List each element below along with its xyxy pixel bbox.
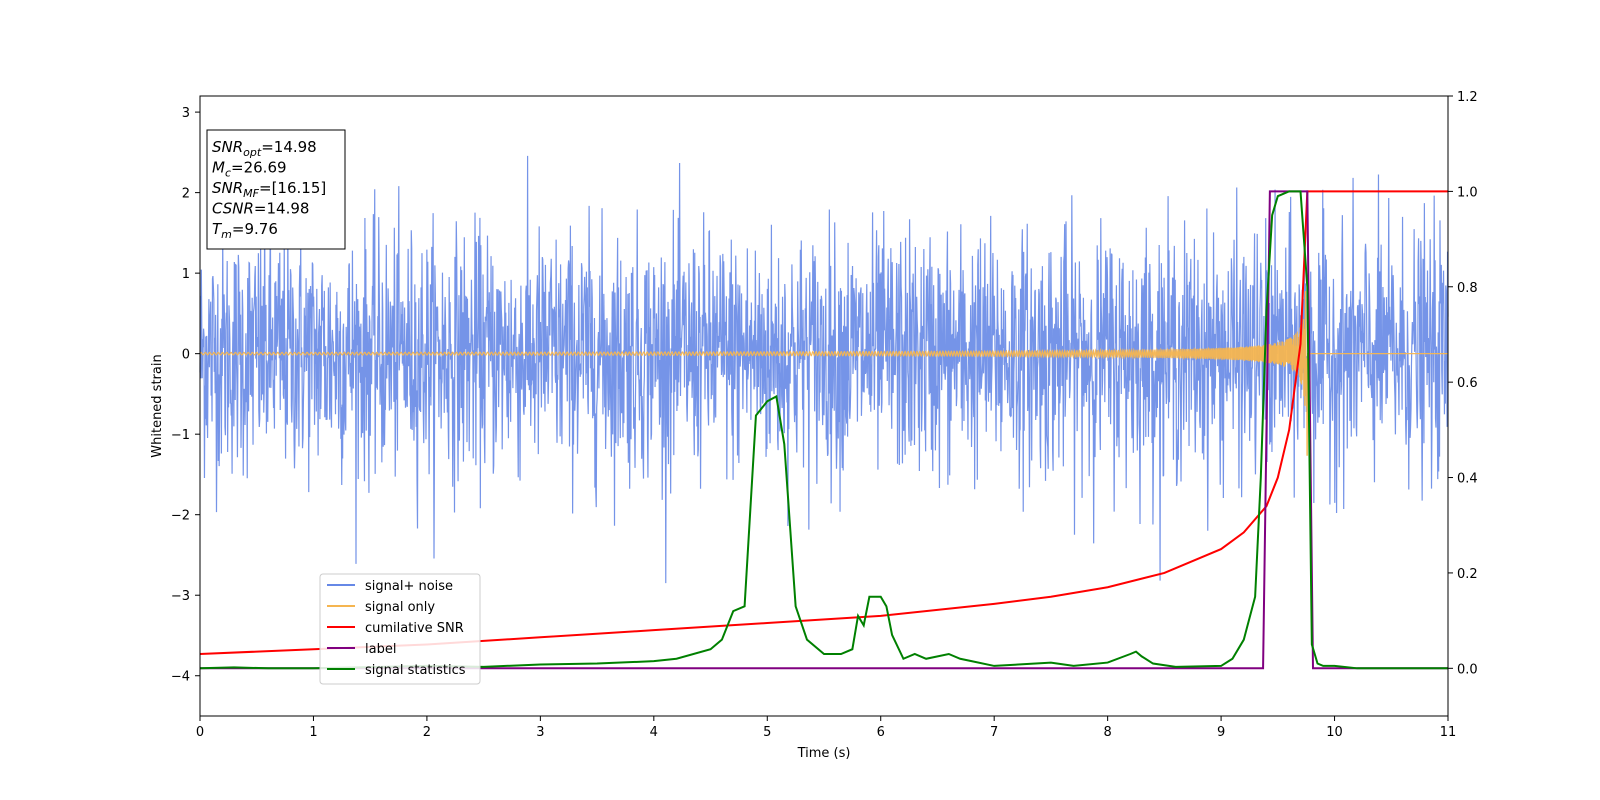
legend-label: signal only	[365, 600, 435, 615]
annotation-line: Tm=9.76	[212, 220, 278, 241]
annotation-frame	[206, 129, 346, 250]
legend-frame	[319, 573, 481, 685]
right-y-tick-label: 0.8	[1457, 281, 1478, 296]
x-tick-label: 1	[309, 725, 317, 740]
left-y-tick-label: 3	[182, 106, 190, 121]
x-tick-label: 0	[196, 725, 204, 740]
legend-label: signal statistics	[365, 663, 466, 678]
right-y-axis-ticks: 1.2 1.0 0.8 0.6 0.4 0.2 0.0	[1448, 90, 1478, 677]
cumulative-snr-line	[199, 190, 1448, 655]
x-axis-ticks: 0 1 2 3 4 5 6 7 8 9 10 11	[196, 716, 1456, 740]
x-tick-label: 3	[536, 725, 544, 740]
x-tick-label: 2	[423, 725, 431, 740]
left-y-tick-label: 2	[182, 187, 190, 202]
x-tick-label: 5	[763, 725, 771, 740]
left-y-axis-ticks: 3 2 1 0 −1 −2 −3 −4	[171, 106, 200, 685]
right-y-tick-label: 1.2	[1457, 90, 1478, 105]
left-y-tick-label: −3	[171, 589, 190, 604]
legend-label: label	[365, 642, 396, 657]
signal-only-series	[199, 291, 1448, 456]
annotation-line: SNRMF=[16.15]	[212, 179, 326, 200]
plot-frame	[199, 95, 1449, 717]
left-y-tick-label: −1	[171, 428, 190, 443]
left-y-tick-label: −2	[171, 509, 190, 524]
annotation-line: Mc=26.69	[212, 159, 287, 180]
right-y-tick-label: 0.4	[1457, 472, 1478, 487]
x-tick-label: 7	[990, 725, 998, 740]
signal-statistics-line	[199, 190, 1448, 670]
legend-label: signal+ noise	[365, 579, 453, 594]
right-y-tick-label: 0.2	[1457, 567, 1478, 582]
left-y-tick-label: −4	[171, 670, 190, 685]
x-tick-label: 6	[877, 725, 885, 740]
signal-noise-line	[199, 155, 1449, 584]
signal-only-line	[199, 291, 1448, 456]
x-tick-label: 4	[650, 725, 658, 740]
signal-noise-series	[199, 155, 1449, 584]
x-tick-label: 9	[1217, 725, 1225, 740]
left-y-tick-label: 1	[182, 267, 190, 282]
right-y-tick-label: 1.0	[1457, 185, 1478, 200]
annotation-line: SNRopt=14.98	[212, 138, 317, 159]
stats-annotation-box: SNRopt=14.98Mc=26.69SNRMF=[16.15]CSNR=14…	[206, 129, 346, 250]
left-y-tick-label: 0	[182, 348, 190, 363]
legend-label: cumilative SNR	[365, 621, 464, 636]
x-tick-label: 10	[1326, 725, 1343, 740]
annotation-line: CSNR=14.98	[212, 200, 309, 218]
x-axis-label: Time (s)	[797, 746, 851, 761]
right-y-tick-label: 0.6	[1457, 376, 1478, 391]
y-axis-label: Whitened strain	[150, 354, 165, 457]
x-tick-label: 8	[1103, 725, 1111, 740]
legend: signal+ noise signal only cumilative SNR la…	[319, 573, 481, 685]
x-tick-label: 11	[1440, 725, 1457, 740]
right-y-tick-label: 0.0	[1457, 662, 1478, 677]
